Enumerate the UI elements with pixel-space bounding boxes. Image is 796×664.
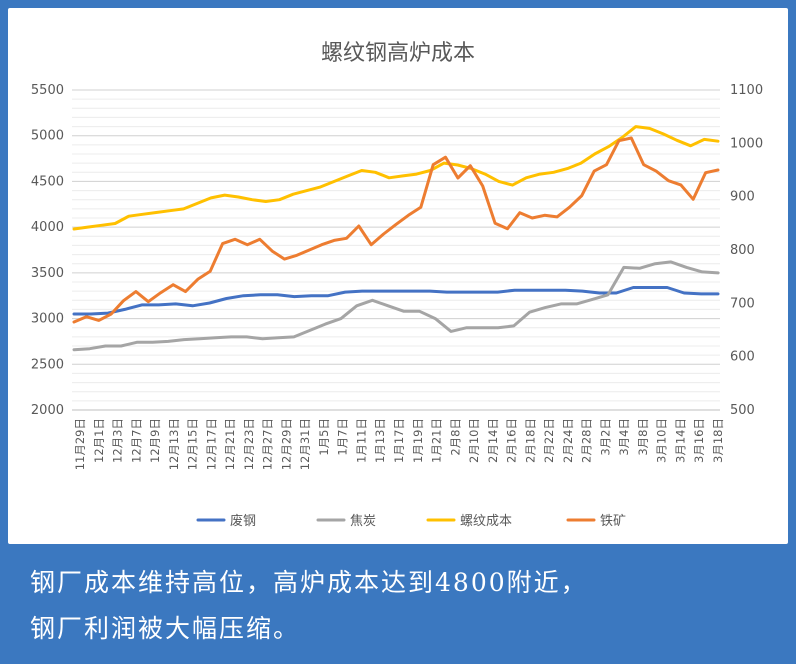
x-axis-tick-label: 2月24日	[561, 418, 575, 463]
left-axis-tick-label: 4500	[31, 174, 64, 189]
chart-card: 螺纹钢高炉成本 2000 2500 3000 3500 4000 4500 5000 5500…	[8, 8, 788, 544]
right-axis-tick-label: 600	[730, 350, 755, 365]
x-axis-tick-label: 12月1日	[92, 418, 106, 463]
left-axis-tick-label: 4000	[31, 220, 64, 235]
left-axis-tick-label: 2000	[31, 403, 64, 418]
series-lines	[72, 125, 720, 352]
x-axis-tick-label: 1月5日	[317, 418, 331, 456]
x-axis-tick-label: 12月13日	[167, 418, 181, 470]
x-axis-tick-label: 2月14日	[486, 418, 500, 463]
left-axis-tick-label: 3000	[31, 312, 64, 327]
x-axis-tick-label: 12月31日	[298, 418, 312, 470]
x-axis-tick-label: 12月9日	[148, 418, 162, 463]
x-axis-tick-label: 1月7日	[336, 418, 350, 456]
legend: 废钢 焦炭 螺纹成本 铁矿	[196, 513, 626, 529]
caption-line-2: 钢厂利润被大幅压缩。	[30, 614, 301, 643]
left-axis-tick-label: 3500	[31, 266, 64, 281]
x-axis-tick-label: 12月15日	[186, 418, 200, 470]
x-axis-tick-label: 1月19日	[411, 418, 425, 463]
x-axis-tick-label: 2月18日	[523, 418, 537, 463]
x-axis-tick-label: 3月18日	[711, 418, 725, 463]
x-axis-tick-label: 11月29日	[73, 418, 87, 470]
series-line-焦炭	[72, 260, 720, 352]
x-axis-tick-label: 12月7日	[129, 418, 143, 463]
legend-label: 焦炭	[350, 514, 376, 529]
legend-label: 铁矿	[600, 514, 626, 529]
x-axis-tick-label: 12月27日	[261, 418, 275, 470]
right-axis-tick-label: 1000	[730, 136, 763, 151]
x-axis-tick-label: 3月16日	[692, 418, 706, 463]
x-axis-tick-label: 12月17日	[204, 418, 218, 470]
x-axis-tick-label: 12月23日	[242, 418, 256, 470]
x-axis-tick-label: 1月17日	[392, 418, 406, 463]
legend-label: 废钢	[230, 513, 256, 529]
x-axis-tick-label: 12月21日	[223, 418, 237, 470]
right-axis-tick-label: 800	[730, 243, 755, 258]
x-axis-tick-label: 12月29日	[279, 418, 293, 470]
x-axis-tick-label: 3月2日	[598, 418, 612, 456]
caption-line-1: 钢厂成本维持高位，高炉成本达到4800附近，	[30, 568, 588, 597]
x-axis-tick-label: 2月16日	[505, 418, 519, 463]
x-axis-tick-label: 12月3日	[111, 418, 125, 463]
legend-label: 螺纹成本	[460, 514, 512, 529]
x-axis-tick-label: 2月28日	[580, 418, 594, 463]
x-axis-tick-label: 2月10日	[467, 418, 481, 463]
axes: 2000 2500 3000 3500 4000 4500 5000 5500 500 600 70…	[31, 83, 763, 470]
series-line-螺纹成本	[72, 125, 720, 231]
x-axis-tick-label: 1月13日	[373, 418, 387, 463]
x-axis-tick-label: 3月8日	[636, 418, 650, 456]
right-axis-tick-label: 900	[730, 190, 755, 205]
x-axis-tick-label: 3月14日	[673, 418, 687, 463]
x-axis-tick-label: 2月22日	[542, 418, 556, 463]
x-axis-tick-label: 1月21日	[430, 418, 444, 463]
x-axis-tick-label: 2月8日	[448, 418, 462, 456]
left-axis-tick-label: 5000	[31, 129, 64, 144]
x-axis-tick-label: 3月4日	[617, 418, 631, 456]
line-chart: 螺纹钢高炉成本 2000 2500 3000 3500 4000 4500 5000 5500…	[31, 41, 763, 529]
right-axis-tick-label: 500	[730, 403, 755, 418]
x-axis-tick-label: 3月10日	[655, 418, 669, 463]
left-axis-tick-label: 5500	[31, 83, 64, 98]
left-axis-tick-label: 2500	[31, 357, 64, 372]
caption: 钢厂成本维持高位，高炉成本达到4800附近， 钢厂利润被大幅压缩。	[30, 560, 780, 652]
series-line-铁矿	[72, 136, 720, 324]
right-axis-tick-label: 700	[730, 296, 755, 311]
right-axis-tick-label: 1100	[730, 83, 763, 98]
x-axis-tick-label: 1月11日	[354, 418, 368, 463]
chart-title: 螺纹钢高炉成本	[321, 41, 475, 66]
